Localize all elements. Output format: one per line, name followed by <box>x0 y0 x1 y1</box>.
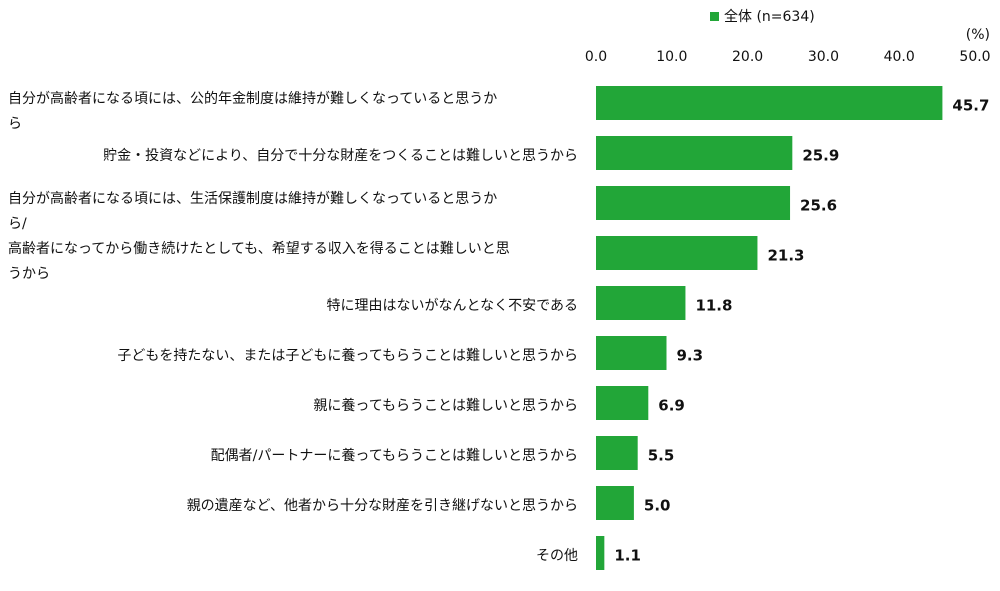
axis-unit: (%) <box>966 27 990 43</box>
bar <box>596 436 638 470</box>
value-label: 21.3 <box>767 247 804 265</box>
category-label: 特に理由はないがなんとなく不安である <box>327 298 578 314</box>
value-label: 5.5 <box>648 447 675 465</box>
value-label: 1.1 <box>614 547 641 565</box>
bar <box>596 86 943 120</box>
value-label: 25.9 <box>802 147 839 165</box>
category-label: 親に養ってもらうことは難しいと思うから <box>313 397 578 414</box>
bar <box>596 386 649 420</box>
x-tick-label: 10.0 <box>656 49 687 65</box>
x-tick-label: 40.0 <box>884 49 915 65</box>
legend-swatch <box>710 12 719 21</box>
value-label: 9.3 <box>676 347 703 365</box>
bar <box>596 486 634 520</box>
bar <box>596 536 605 570</box>
legend-label: 全体 (n=634) <box>724 8 815 25</box>
x-tick-label: 20.0 <box>732 49 763 65</box>
category-label: 配偶者/パートナーに養ってもらうことは難しいと思うから <box>211 447 578 464</box>
value-label: 25.6 <box>800 197 837 215</box>
category-label: 貯金・投資などにより、自分で十分な財産をつくることは難しいと思うから <box>103 148 578 164</box>
value-label: 45.7 <box>952 97 989 115</box>
category-label: 自分が高齢者になる頃には、公的年金制度は維持が難しくなっていると思うから <box>8 90 497 132</box>
value-label: 11.8 <box>695 297 732 315</box>
category-label: 子どもを持たない、または子どもに養ってもらうことは難しいと思うから <box>117 347 578 364</box>
bar <box>596 186 791 220</box>
bar <box>596 336 667 370</box>
category-label: 親の遺産など、他者から十分な財産を引き継げないと思うから <box>187 498 578 514</box>
x-tick-label: 30.0 <box>808 49 839 65</box>
x-tick-label: 50.0 <box>959 49 990 65</box>
bar <box>596 236 758 270</box>
category-label: 自分が高齢者になる頃には、生活保護制度は維持が難しくなっていると思うから/ <box>8 190 497 232</box>
category-label: その他 <box>536 548 578 564</box>
value-label: 5.0 <box>644 497 671 515</box>
x-tick-label: 0.0 <box>585 49 607 65</box>
bar <box>596 286 686 320</box>
category-label: 高齢者になってから働き続けたとしても、希望する収入を得ることは難しいと思うから <box>8 240 510 282</box>
bar <box>596 136 793 170</box>
value-label: 6.9 <box>658 397 685 415</box>
